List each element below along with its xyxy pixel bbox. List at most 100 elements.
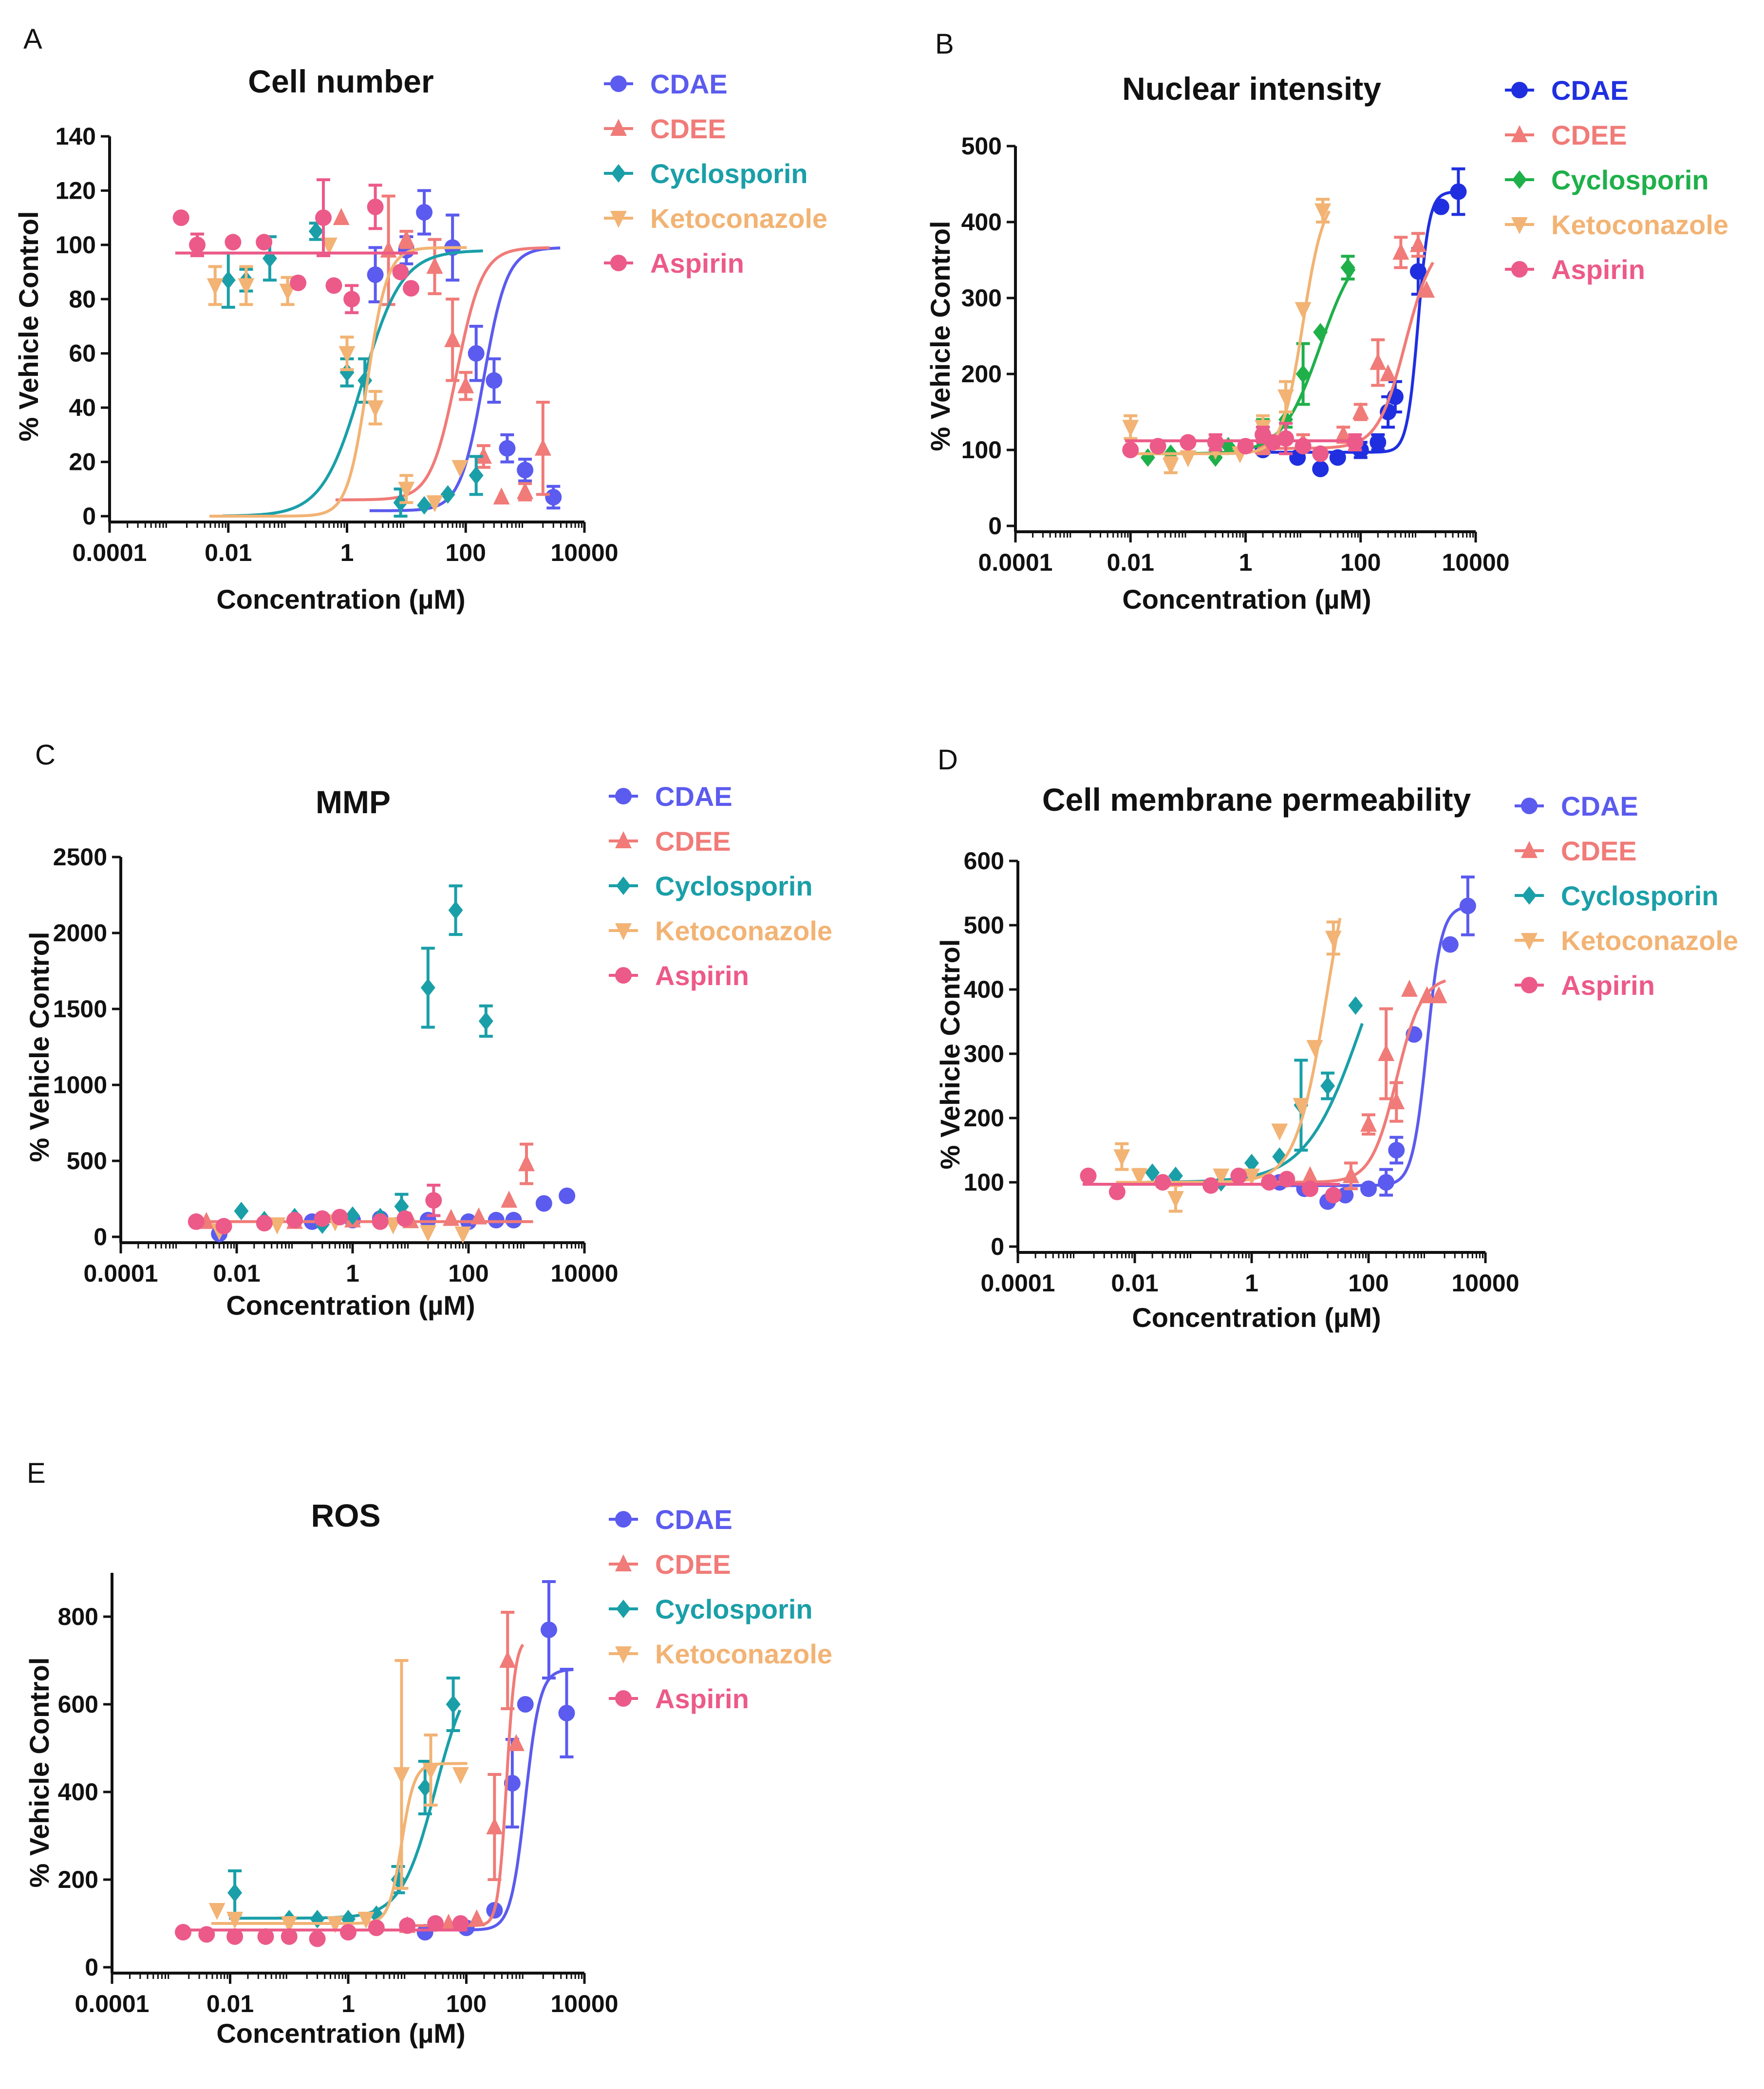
x-tick-label: 0.0001	[75, 1990, 150, 2017]
data-point	[488, 1212, 505, 1229]
data-point	[443, 1209, 460, 1226]
fit-curve	[419, 1668, 574, 1932]
data-point	[417, 496, 432, 515]
data-point	[1347, 434, 1364, 451]
series-aspirin	[188, 1183, 442, 1235]
x-tick-label: 10000	[1442, 549, 1509, 576]
legend-label: CDEE	[655, 826, 731, 857]
data-point	[1167, 1191, 1184, 1208]
y-tick-label: 1000	[53, 1071, 107, 1099]
x-tick-label: 0.0001	[73, 539, 147, 566]
data-point	[308, 222, 323, 241]
data-point	[1202, 1177, 1220, 1194]
data-point	[517, 482, 534, 499]
legend-marker	[616, 877, 631, 895]
data-point	[227, 1884, 243, 1902]
legend-marker	[1521, 841, 1538, 858]
data-point	[1277, 430, 1295, 447]
data-point	[320, 237, 338, 255]
chart-title: Cell number	[248, 63, 433, 99]
y-tick-label: 100	[964, 1169, 1004, 1196]
data-point	[174, 1924, 191, 1940]
series-cdae	[416, 1580, 575, 1940]
data-point	[399, 1917, 416, 1934]
y-tick-label: 300	[961, 284, 1002, 312]
data-point	[1378, 1174, 1395, 1191]
data-point	[1388, 1092, 1405, 1109]
y-tick-label: 120	[56, 177, 96, 204]
data-point	[422, 1763, 439, 1780]
data-point	[1450, 183, 1467, 200]
panel-e: E ROS 0 200 400 600 800 0.0001 0.01 1 100 10000 Conc…	[24, 1457, 832, 2049]
legend-marker	[610, 75, 627, 92]
y-tick-label: 40	[69, 394, 96, 421]
panel-letter: A	[23, 23, 42, 55]
data-point	[1230, 1167, 1247, 1184]
data-point	[1277, 389, 1295, 407]
data-point	[1380, 364, 1397, 381]
data-point	[417, 1778, 432, 1797]
data-point	[398, 482, 415, 499]
panel-a: A Cell number 0 20 40 60 80 100 120 140 0.0001 0.01…	[13, 23, 827, 615]
legend-label: Aspirin	[1551, 254, 1645, 285]
data-point	[440, 1914, 457, 1931]
panel-letter: B	[935, 28, 954, 60]
y-tick-label: 80	[69, 285, 96, 313]
data-point	[1370, 353, 1387, 370]
data-point	[420, 978, 435, 997]
data-point	[1302, 1166, 1318, 1183]
data-point	[1459, 897, 1476, 914]
data-point	[469, 466, 484, 485]
legend-marker	[615, 1511, 632, 1528]
legend-label: Cyclosporin	[655, 871, 813, 901]
data-point	[325, 277, 342, 294]
data-point	[468, 345, 485, 362]
data-point	[1418, 280, 1435, 298]
data-point	[331, 1209, 348, 1226]
legend-marker	[610, 255, 627, 271]
data-point	[215, 1218, 232, 1235]
data-point	[517, 1696, 534, 1713]
data-point	[517, 462, 534, 479]
data-point	[470, 1207, 487, 1225]
data-point	[226, 1912, 244, 1929]
legend-marker	[615, 788, 632, 804]
data-point	[1180, 434, 1197, 451]
data-point	[1342, 1166, 1359, 1183]
data-point	[1243, 1168, 1260, 1186]
data-point	[518, 1154, 535, 1172]
panel-letter: C	[35, 739, 56, 771]
data-point	[1320, 1077, 1335, 1095]
data-point	[1162, 458, 1179, 475]
data-point	[1348, 996, 1363, 1015]
data-point	[1442, 936, 1459, 953]
chart-title: MMP	[316, 784, 391, 820]
data-point	[486, 1817, 503, 1834]
y-tick-label: 100	[961, 436, 1002, 464]
data-point	[1392, 242, 1409, 260]
x-tick-label: 10000	[550, 1990, 618, 2017]
legend-marker	[615, 1690, 632, 1707]
data-point	[1430, 986, 1447, 1004]
legend-marker	[1511, 217, 1528, 234]
series-cyclosporin	[1140, 255, 1356, 467]
data-point	[340, 1924, 357, 1940]
series-cyclosporin	[234, 884, 493, 1234]
legend-label: Cyclosporin	[1561, 880, 1719, 911]
data-point	[1131, 1168, 1148, 1186]
data-point	[478, 1011, 493, 1030]
y-tick-label: 0	[988, 512, 1002, 540]
y-tick-label: 0	[82, 503, 96, 530]
series-aspirin	[1080, 1167, 1342, 1204]
y-tick-label: 200	[961, 360, 1002, 388]
data-point	[1122, 420, 1139, 437]
legend-label: Aspirin	[1561, 970, 1655, 1001]
data-point	[425, 1192, 442, 1209]
data-point	[452, 1915, 469, 1932]
data-point	[1352, 402, 1369, 419]
data-point	[1409, 235, 1426, 252]
data-point	[558, 1705, 575, 1721]
x-tick-label: 0.0001	[981, 1269, 1055, 1297]
data-point	[1312, 445, 1329, 462]
data-point	[396, 1210, 413, 1227]
